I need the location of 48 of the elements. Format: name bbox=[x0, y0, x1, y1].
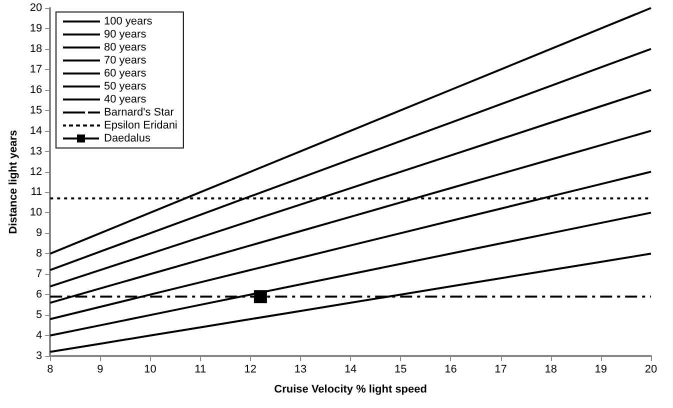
legend-label: Barnard's Star bbox=[104, 106, 174, 118]
x-tick-label: 16 bbox=[444, 364, 457, 376]
x-tick-label: 15 bbox=[394, 364, 407, 376]
y-tick-label: 12 bbox=[30, 166, 42, 178]
line-series bbox=[49, 212, 652, 337]
y-tick-label: 11 bbox=[30, 186, 42, 198]
legend-label: 60 years bbox=[104, 68, 147, 80]
y-tick-label: 16 bbox=[30, 84, 42, 96]
x-tick-label: 18 bbox=[544, 364, 557, 376]
y-tick-label: 14 bbox=[30, 124, 42, 137]
x-axis-title: Cruise Velocity % light speed bbox=[274, 384, 427, 396]
x-tick-label: 8 bbox=[47, 364, 54, 376]
y-tick-label: 19 bbox=[30, 22, 42, 34]
x-tick-label: 10 bbox=[144, 364, 156, 376]
legend-label: Daedalus bbox=[104, 132, 151, 144]
y-tick-label: 13 bbox=[30, 145, 42, 158]
line-series bbox=[49, 170, 652, 320]
x-tick-label: 14 bbox=[344, 364, 357, 376]
x-tick-label: 19 bbox=[594, 364, 608, 376]
line-series bbox=[49, 252, 652, 353]
legend-label: 80 years bbox=[104, 42, 147, 54]
line-series bbox=[49, 130, 652, 304]
x-tick-label: 12 bbox=[244, 364, 257, 376]
legend-label: 100 years bbox=[104, 16, 153, 28]
y-tick-label: 8 bbox=[36, 248, 42, 260]
y-axis-title: Distance light years bbox=[8, 130, 20, 234]
x-tick-label: 20 bbox=[644, 364, 658, 376]
x-tick-label: 9 bbox=[97, 364, 104, 376]
y-tick-label: 5 bbox=[36, 309, 42, 322]
legend-label: 40 years bbox=[104, 94, 147, 106]
x-tick-label: 13 bbox=[294, 364, 307, 376]
legend-label: Epsilon Eridani bbox=[104, 120, 178, 132]
line-series bbox=[49, 7, 652, 255]
x-tick-label: 11 bbox=[194, 364, 206, 376]
y-tick-label: 9 bbox=[36, 227, 42, 240]
x-tick-label: 17 bbox=[494, 364, 507, 376]
y-tick-label: 15 bbox=[30, 104, 42, 116]
y-tick-label: 17 bbox=[30, 63, 42, 76]
y-tick-label: 4 bbox=[36, 330, 42, 342]
y-tick-label: 18 bbox=[30, 42, 42, 55]
y-tick-label: 10 bbox=[30, 206, 42, 219]
y-tick-label: 6 bbox=[36, 288, 42, 301]
y-tick-label: 20 bbox=[30, 2, 42, 14]
legend-label: 70 years bbox=[104, 54, 147, 66]
legend-label: 90 years bbox=[104, 28, 147, 40]
y-tick-label: 7 bbox=[36, 268, 42, 280]
y-tick-label: 3 bbox=[36, 350, 42, 362]
legend-label: 50 years bbox=[104, 80, 147, 92]
